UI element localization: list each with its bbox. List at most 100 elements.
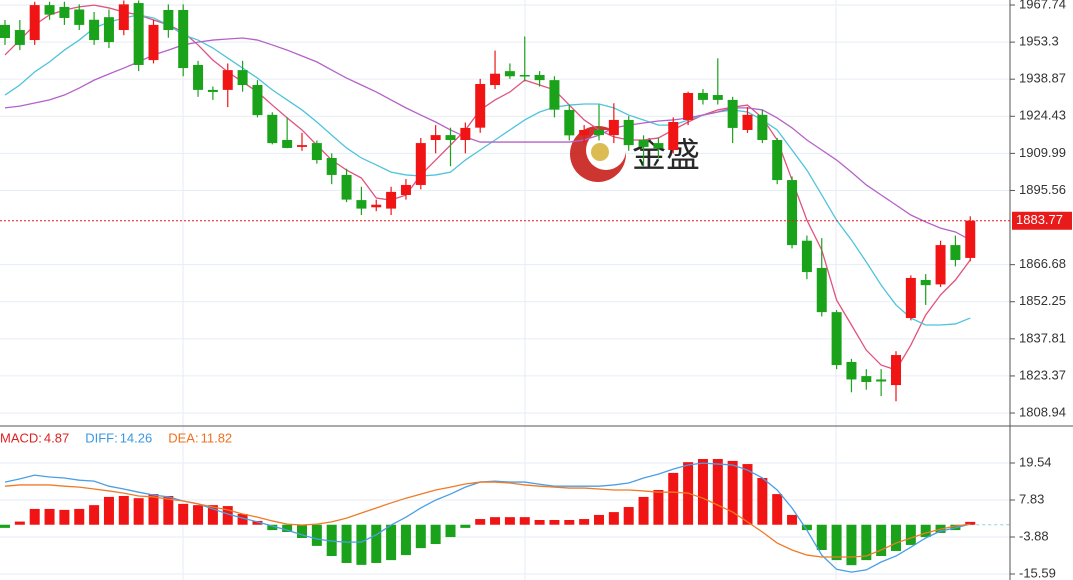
macd-bar: [475, 519, 486, 525]
candle-body: [623, 119, 634, 146]
macd-line: [4, 481, 971, 558]
macd-bar: [386, 524, 397, 561]
candle-body: [638, 139, 649, 147]
candle-body: [163, 9, 174, 31]
candle-body: [757, 114, 768, 140]
y-tick-label: 7.83: [1019, 491, 1044, 506]
candle-body: [831, 312, 842, 366]
macd-bar: [341, 524, 352, 563]
candle-body: [534, 74, 545, 81]
y-tick-label: 1808.94: [1019, 404, 1066, 419]
candle-body: [148, 24, 159, 61]
candle-body: [400, 184, 411, 195]
candle-body: [207, 89, 218, 92]
candle-body: [371, 204, 382, 208]
y-tick-label: 1823.37: [1019, 367, 1066, 382]
macd-bar: [831, 524, 842, 561]
last-price-box: [1012, 211, 1072, 230]
candle-body: [341, 174, 352, 200]
macd-bar: [118, 495, 129, 525]
candle-body: [178, 9, 189, 69]
macd-bar: [876, 524, 887, 557]
macd-bar: [965, 521, 976, 525]
macd-bar: [400, 524, 411, 556]
y-tick-label: -3.88: [1019, 528, 1049, 543]
candle-body: [727, 99, 738, 128]
y-tick-label: 1837.81: [1019, 330, 1066, 345]
macd-bar: [0, 524, 10, 528]
legend-value: 14.26: [120, 430, 153, 445]
y-tick-label: 1895.56: [1019, 182, 1066, 197]
macd-bar: [89, 505, 100, 525]
logo-core: [591, 143, 609, 161]
macd-bar: [237, 513, 248, 525]
candle-body: [519, 74, 530, 77]
candle-body: [118, 4, 129, 31]
candle-body: [386, 191, 397, 209]
macd-bar: [133, 498, 144, 525]
candle-body: [252, 85, 263, 116]
candle-body: [297, 145, 307, 147]
candle-body: [801, 240, 812, 273]
candle-body: [267, 114, 278, 144]
candle-body: [861, 376, 872, 383]
ma-line: [4, 37, 971, 241]
macd-bar: [920, 524, 931, 538]
macd-bar: [445, 524, 456, 538]
macd-bar: [460, 524, 471, 528]
candle-body: [103, 17, 114, 43]
macd-bar: [801, 524, 812, 531]
macd-bar: [742, 464, 753, 525]
macd-bar: [430, 524, 441, 545]
macd-bar: [356, 524, 367, 565]
macd-bar: [44, 508, 55, 525]
candle-body: [608, 119, 619, 136]
candle-body: [311, 143, 322, 161]
last-price-label: 1883.77: [1016, 212, 1063, 227]
candle-body: [549, 80, 560, 110]
macd-bar: [608, 512, 619, 525]
macd-bar: [846, 524, 857, 566]
candle-body: [222, 70, 233, 90]
candle-body: [965, 220, 976, 258]
candle-body: [920, 280, 931, 286]
candle-body: [430, 135, 441, 140]
macd-bar: [193, 505, 204, 525]
candle-body: [133, 3, 144, 65]
y-tick-label: 1938.87: [1019, 71, 1066, 86]
candle-body: [653, 143, 664, 149]
candle-body: [445, 135, 456, 140]
candle-body: [237, 70, 248, 86]
candle-body: [579, 129, 590, 136]
candle-body: [712, 95, 723, 100]
candle-body: [14, 30, 25, 45]
macd-bar: [222, 506, 233, 525]
candle-body: [742, 114, 753, 130]
candle-body: [0, 24, 10, 38]
macd-bar: [371, 524, 382, 563]
macd-bar: [282, 524, 293, 533]
macd-bar: [415, 524, 426, 549]
candle-body: [193, 64, 204, 90]
macd-bar: [207, 505, 218, 525]
candle-body: [668, 122, 679, 151]
macd-bar: [816, 524, 827, 551]
legend-label: DEA:: [168, 430, 198, 445]
macd-bar: [891, 524, 901, 551]
candle-body: [846, 361, 857, 380]
macd-bar: [638, 496, 649, 525]
candle-body: [935, 245, 946, 285]
macd-bar: [757, 477, 768, 525]
macd-bar: [772, 494, 783, 525]
macd-bar: [564, 519, 575, 525]
macd-bar: [549, 519, 560, 525]
macd-bar: [178, 503, 189, 525]
y-tick-label: 1909.99: [1019, 145, 1066, 160]
candle-body: [460, 127, 471, 140]
candle-body: [876, 379, 887, 382]
macd-bar: [623, 507, 634, 525]
candle-body: [504, 71, 515, 77]
y-tick-label: 1967.74: [1019, 0, 1066, 11]
macd-bar: [163, 495, 174, 525]
macd-bar: [727, 460, 738, 525]
